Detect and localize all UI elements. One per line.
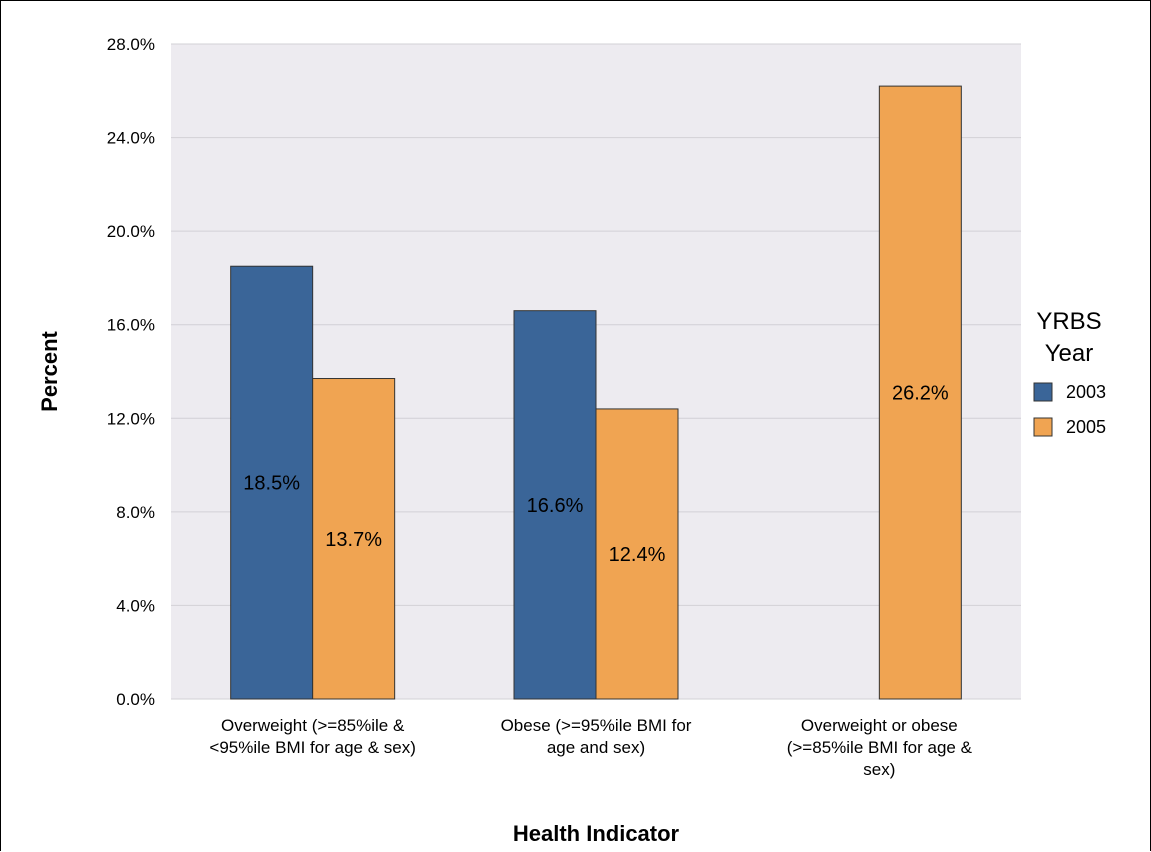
- bar-2003: [513, 310, 597, 700]
- x-category-line: Overweight or obese: [801, 716, 958, 735]
- legend-title: Year: [1045, 340, 1094, 367]
- x-category-label: Overweight or obese (>=85%ile BMI for age…: [787, 716, 973, 779]
- y-axis-ticks: 0.0% 4.0% 8.0% 12.0% 16.0% 20.0% 24.0% 28.0%: [107, 35, 155, 709]
- y-tick-label: 16.0%: [107, 316, 155, 335]
- value-label: 18.5%: [243, 473, 300, 495]
- legend-title: YRBS: [1036, 308, 1101, 335]
- y-tick-label: 20.0%: [107, 222, 155, 241]
- value-label: 16.6%: [527, 495, 584, 517]
- legend-swatch-2005: [1033, 417, 1053, 437]
- bar-2005: [312, 378, 396, 700]
- y-tick-label: 28.0%: [107, 35, 155, 54]
- legend-label: 2003: [1066, 382, 1106, 402]
- x-category-line: <95%ile BMI for age & sex): [209, 738, 415, 757]
- value-label: 12.4%: [609, 544, 666, 566]
- y-axis-title: Percent: [37, 330, 62, 411]
- x-category-line: Overweight (>=85%ile &: [221, 716, 405, 735]
- x-category-line: age and sex): [547, 738, 645, 757]
- value-label: 13.7%: [325, 529, 382, 551]
- legend-swatch-2003: [1033, 382, 1053, 402]
- bar-2003: [230, 265, 314, 700]
- bars: [230, 85, 962, 700]
- legend: YRBS Year 2003 2005: [1033, 308, 1106, 437]
- y-tick-label: 24.0%: [107, 129, 155, 148]
- x-category-label: Obese (>=95%ile BMI for age and sex): [501, 716, 692, 757]
- x-category-line: Obese (>=95%ile BMI for: [501, 716, 692, 735]
- y-tick-label: 0.0%: [116, 690, 155, 709]
- y-tick-label: 4.0%: [116, 596, 155, 615]
- legend-label: 2005: [1066, 417, 1106, 437]
- bar-2005: [878, 85, 962, 700]
- y-tick-label: 8.0%: [116, 503, 155, 522]
- x-category-line: sex): [863, 760, 895, 779]
- x-axis-title: Health Indicator: [513, 821, 680, 846]
- x-category-line: (>=85%ile BMI for age &: [787, 738, 973, 757]
- value-labels: 18.5% 13.7% 16.6% 12.4% 26.2%: [243, 383, 949, 566]
- y-tick-label: 12.0%: [107, 409, 155, 428]
- x-category-label: Overweight (>=85%ile & <95%ile BMI for ag…: [209, 716, 415, 757]
- x-axis-categories: Overweight (>=85%ile & <95%ile BMI for ag…: [209, 716, 972, 779]
- bar-2005: [595, 408, 679, 700]
- value-label: 26.2%: [892, 383, 949, 405]
